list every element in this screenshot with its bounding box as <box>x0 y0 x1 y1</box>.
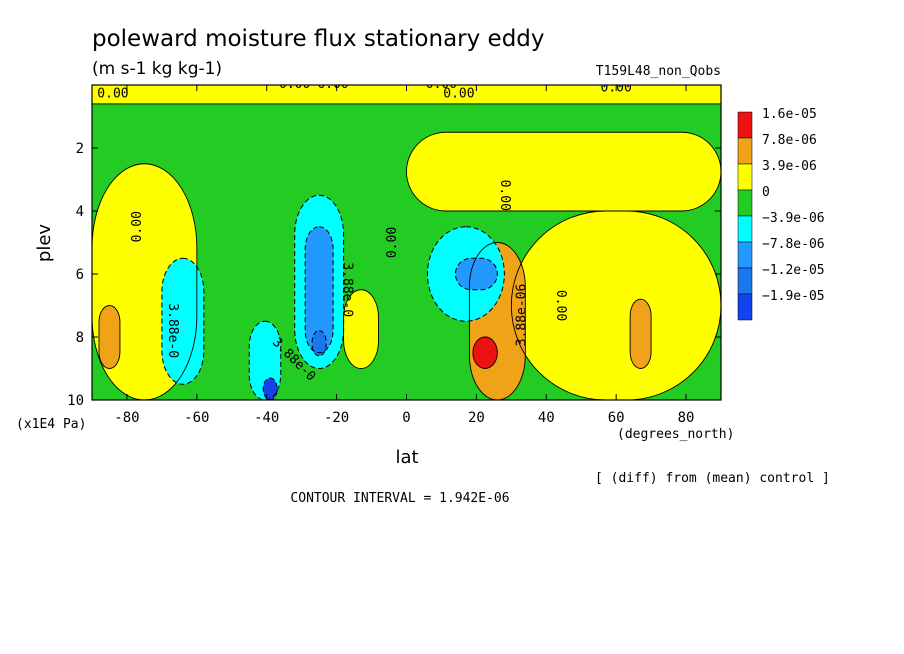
contour-lines <box>92 85 721 400</box>
x-tick-label: -60 <box>184 410 209 426</box>
legend-label: −1.2e-05 <box>762 263 825 278</box>
contour-label: 3.88e-06 <box>514 284 529 347</box>
x-tick-label: -80 <box>114 410 139 426</box>
chart-title: poleward moisture flux stationary eddy <box>92 26 545 52</box>
contour-label: 0.00 <box>443 87 474 102</box>
region-pos1-3 <box>406 132 721 211</box>
contour-label: 0.00 <box>317 77 348 92</box>
contour-line-16 <box>311 330 327 357</box>
region-neg3-16 <box>312 330 327 356</box>
contour-line-3 <box>406 131 721 212</box>
legend-swatch <box>737 189 753 217</box>
y-tick-label: 8 <box>76 330 84 346</box>
contour-line-10 <box>161 257 205 385</box>
contour-label: 0.00 <box>130 211 145 242</box>
x-tick-label: 20 <box>468 410 485 426</box>
region-pos2-6 <box>98 305 120 369</box>
x-tick-label: -40 <box>254 410 279 426</box>
contour-line-7 <box>629 298 652 369</box>
legend-swatch <box>737 215 753 243</box>
legend-label: 0 <box>762 185 770 200</box>
contour-label: 3.88e-0 <box>340 262 355 317</box>
x-axis-label: lat <box>395 447 418 468</box>
contour-line-1 <box>92 85 721 105</box>
contour-line-17 <box>262 377 278 400</box>
contour-label: 0.00 <box>553 290 568 321</box>
color-legend: 1.6e-05 7.8e-06 3.9e-06 0 −3.9e-06 −7.8e-06 −1… <box>737 107 825 321</box>
region-pos3-9 <box>472 337 498 369</box>
contour-label: 3.88e-0 <box>165 303 180 358</box>
contour-line-14 <box>304 226 334 354</box>
contour-line-12 <box>248 320 282 400</box>
y-axis-units: (x1E4 Pa) <box>16 417 86 432</box>
legend-swatch <box>737 267 753 295</box>
region-pos1-1 <box>92 85 721 104</box>
run-label: T159L48_non_Qobs <box>596 64 721 79</box>
contour-line-13 <box>426 226 505 322</box>
region-neg1-10 <box>161 258 204 385</box>
y-tick-label: 10 <box>67 393 84 409</box>
contour-label: 0.00 <box>279 77 310 92</box>
contour-label: 0.00 <box>385 227 400 258</box>
region-pos1-5 <box>343 289 379 369</box>
contour-line-11 <box>294 194 345 369</box>
y-tick-label: 6 <box>76 267 84 283</box>
contour-line-9 <box>472 336 498 369</box>
contour-label: 0.00 <box>97 87 128 102</box>
legend-label: −3.9e-06 <box>762 211 825 226</box>
x-axis-ticks: -80 -60 -40 -20 0 20 40 60 80 <box>114 85 694 426</box>
contour-line-2 <box>92 163 198 400</box>
y-axis-ticks: 2 4 6 8 10 <box>67 141 721 409</box>
contour-line-15 <box>454 257 498 291</box>
contour-label: 0.00 <box>497 180 512 211</box>
x-tick-label: 80 <box>678 410 695 426</box>
legend-swatch <box>737 241 753 269</box>
legend-label: 7.8e-06 <box>762 133 817 148</box>
x-axis-units: (degrees_north) <box>617 427 734 442</box>
x-tick-label: 60 <box>608 410 625 426</box>
y-axis-label: plev <box>34 224 55 263</box>
diff-note: [ (diff) from (mean) control ] <box>595 471 830 486</box>
region-pos2-7 <box>630 299 652 369</box>
x-tick-label: 40 <box>538 410 555 426</box>
region-pos1-4 <box>511 211 721 400</box>
contour-line-4 <box>510 210 721 400</box>
region-neg2-14 <box>305 226 334 353</box>
legend-swatch <box>737 137 753 165</box>
x-tick-label: -20 <box>324 410 349 426</box>
shaded-regions <box>92 85 721 400</box>
legend-label: 3.9e-06 <box>762 159 817 174</box>
legend-swatch <box>737 293 753 321</box>
legend-label: −7.8e-06 <box>762 237 825 252</box>
contour-label: 0.00 <box>426 77 457 92</box>
contour-interval: CONTOUR INTERVAL = 1.942E-06 <box>290 491 509 506</box>
legend-label: 1.6e-05 <box>762 107 817 122</box>
y-tick-label: 4 <box>76 204 84 220</box>
chart-units: (m s-1 kg kg-1) <box>92 59 222 79</box>
contour-line-6 <box>98 305 121 369</box>
legend-label: −1.9e-05 <box>762 289 825 304</box>
legend-swatch <box>737 111 753 139</box>
plot-area: 0.000.00 0.00 0.000.00 0.000.000.000.000.00… <box>92 77 721 400</box>
y-tick-label: 2 <box>76 141 84 157</box>
x-tick-label: 0 <box>402 410 410 426</box>
legend-swatch <box>737 163 753 191</box>
region-neg2-15 <box>455 258 498 290</box>
